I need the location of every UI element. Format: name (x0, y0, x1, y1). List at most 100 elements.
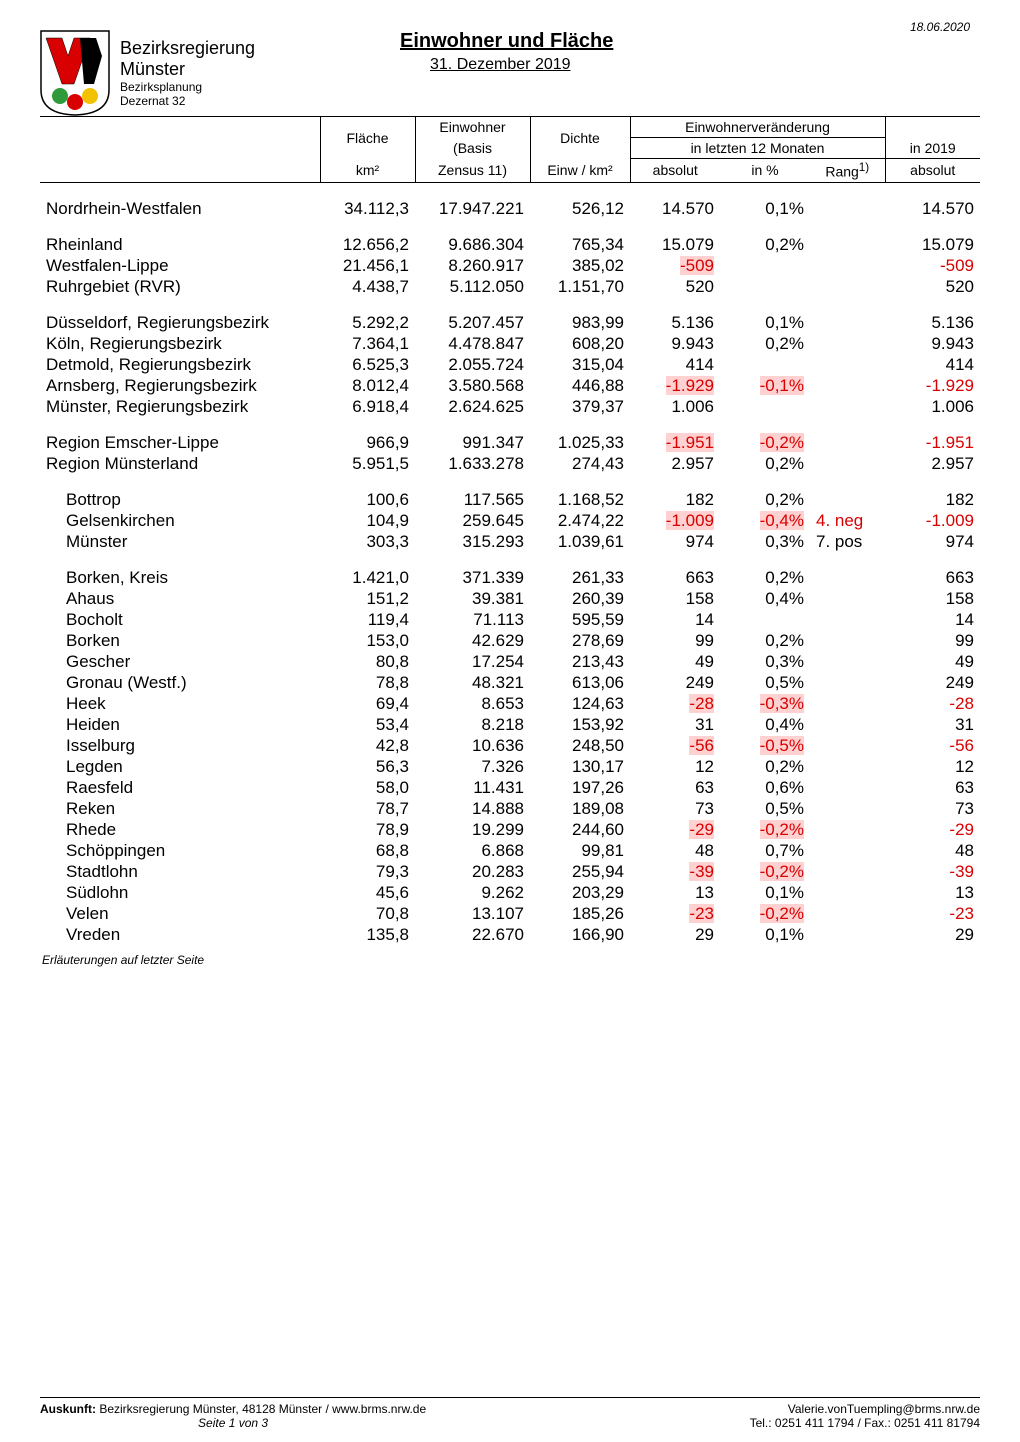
table-cell (810, 276, 885, 297)
table-cell: 244,60 (530, 819, 630, 840)
table-row: Rheinland12.656,29.686.304765,3415.0790,… (40, 219, 980, 255)
th-flache: Fläche (320, 117, 415, 159)
table-row: Köln, Regierungsbezirk7.364,14.478.84760… (40, 333, 980, 354)
table-row: Heiden53,48.218153,92310,4%31 (40, 714, 980, 735)
table-cell: 80,8 (320, 651, 415, 672)
table-cell (810, 297, 885, 333)
table-cell (720, 255, 810, 276)
table-cell: -29 (630, 819, 720, 840)
table-cell: 7.364,1 (320, 333, 415, 354)
th-einwohner: Einwohner (415, 117, 530, 138)
table-row: Detmold, Regierungsbezirk6.525,32.055.72… (40, 354, 980, 375)
table-cell: 69,4 (320, 693, 415, 714)
table-cell: 104,9 (320, 510, 415, 531)
table-cell: -509 (885, 255, 980, 276)
table-cell: 1.421,0 (320, 552, 415, 588)
table-cell: 2.055.724 (415, 354, 530, 375)
table-cell: 765,34 (530, 219, 630, 255)
table-cell: 49 (885, 651, 980, 672)
table-cell: Rhede (40, 819, 320, 840)
table-cell: 117.565 (415, 474, 530, 510)
table-cell: Ahaus (40, 588, 320, 609)
table-cell: 0,2% (720, 219, 810, 255)
table-row: Westfalen-Lippe21.456,18.260.917385,02-5… (40, 255, 980, 276)
table-cell: 79,3 (320, 861, 415, 882)
table-cell: 182 (885, 474, 980, 510)
table-cell: 1.006 (630, 396, 720, 417)
table-cell (810, 255, 885, 276)
table-cell: 189,08 (530, 798, 630, 819)
th-flache-unit: km² (320, 159, 415, 183)
table-cell: 12 (885, 756, 980, 777)
table-cell: 5.136 (630, 297, 720, 333)
table-cell: 182 (630, 474, 720, 510)
table-cell: -0,4% (720, 510, 810, 531)
table-cell: 260,39 (530, 588, 630, 609)
th-inpct: in % (720, 159, 810, 183)
table-cell: 4.478.847 (415, 333, 530, 354)
table-row: Borken, Kreis1.421,0371.339261,336630,2%… (40, 552, 980, 588)
table-row: Bottrop100,6117.5651.168,521820,2%182 (40, 474, 980, 510)
table-cell: -39 (630, 861, 720, 882)
table-cell: 197,26 (530, 777, 630, 798)
table-cell: 13.107 (415, 903, 530, 924)
table-row: Ahaus151,239.381260,391580,4%158 (40, 588, 980, 609)
table-cell: 1.633.278 (415, 453, 530, 474)
table-row: Gescher80,817.254213,43490,3%49 (40, 651, 980, 672)
table-row: Vreden135,822.670166,90290,1%29 (40, 924, 980, 945)
data-table: Fläche Einwohner Dichte Einwohnerverände… (40, 116, 980, 945)
table-cell: -1.951 (885, 417, 980, 453)
table-cell: 249 (885, 672, 980, 693)
table-cell: 303,3 (320, 531, 415, 552)
page-subtitle: 31. Dezember 2019 (430, 56, 571, 74)
table-cell: -0,2% (720, 903, 810, 924)
table-cell: 0,1% (720, 182, 810, 219)
table-cell (720, 396, 810, 417)
table-cell: 14.888 (415, 798, 530, 819)
th-dichte: Dichte (530, 117, 630, 159)
table-cell: 100,6 (320, 474, 415, 510)
table-row: Bocholt119,471.113595,591414 (40, 609, 980, 630)
city-label: Münster (120, 59, 255, 80)
table-cell: Düsseldorf, Regierungsbezirk (40, 297, 320, 333)
table-cell: -0,2% (720, 861, 810, 882)
table-cell: 9.943 (630, 333, 720, 354)
table-cell (810, 672, 885, 693)
table-cell: 315,04 (530, 354, 630, 375)
table-cell: Velen (40, 903, 320, 924)
th-in2019: in 2019 (885, 138, 980, 159)
table-cell (810, 882, 885, 903)
table-cell: 99 (630, 630, 720, 651)
table-cell: 20.283 (415, 861, 530, 882)
table-cell: -0,2% (720, 819, 810, 840)
footer-left-text: Bezirksregierung Münster, 48128 Münster … (96, 1402, 426, 1416)
table-body: Nordrhein-Westfalen34.112,317.947.221526… (40, 182, 980, 945)
table-cell: Münster, Regierungsbezirk (40, 396, 320, 417)
table-cell: -1.929 (885, 375, 980, 396)
table-cell: -1.009 (885, 510, 980, 531)
table-cell: 17.254 (415, 651, 530, 672)
table-cell: 58,0 (320, 777, 415, 798)
table-cell: Raesfeld (40, 777, 320, 798)
table-cell (810, 651, 885, 672)
table-cell: 520 (885, 276, 980, 297)
table-cell: 974 (885, 531, 980, 552)
dept-label: Bezirksplanung (120, 80, 255, 94)
footer-page-num: Seite 1 von 3 (40, 1416, 426, 1430)
table-cell: Schöppingen (40, 840, 320, 861)
footer-email: Valerie.vonTuempling@brms.nrw.de (788, 1402, 980, 1416)
th-in12: in letzten 12 Monaten (630, 138, 885, 159)
table-cell: 0,1% (720, 882, 810, 903)
table-cell: 12.656,2 (320, 219, 415, 255)
table-cell: 0,6% (720, 777, 810, 798)
footer-left: Auskunft: Bezirksregierung Münster, 4812… (40, 1402, 426, 1430)
table-row: Legden56,37.326130,17120,2%12 (40, 756, 980, 777)
table-cell: 5.112.050 (415, 276, 530, 297)
table-cell: 39.381 (415, 588, 530, 609)
table-cell: 14.570 (885, 182, 980, 219)
table-cell: 99 (885, 630, 980, 651)
table-cell: 14 (885, 609, 980, 630)
table-cell: 0,4% (720, 714, 810, 735)
print-date: 18.06.2020 (910, 20, 970, 34)
table-cell (810, 840, 885, 861)
